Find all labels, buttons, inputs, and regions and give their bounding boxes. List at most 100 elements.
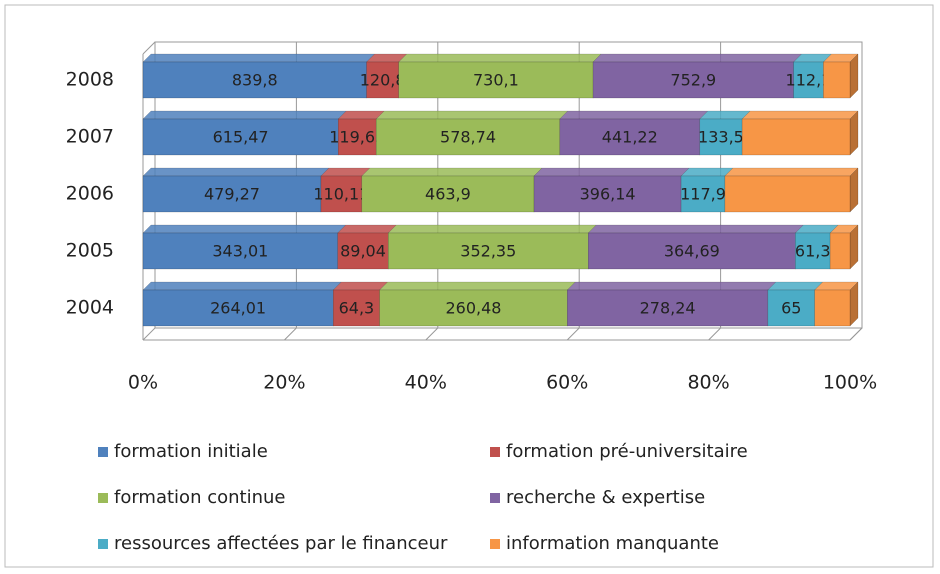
x-tick-label: 40% (405, 372, 447, 394)
legend-label: formation continue (114, 487, 285, 508)
data-label: 396,14 (580, 185, 636, 204)
data-label: 133,5 (698, 128, 744, 147)
grid-line (566, 327, 580, 341)
grid-line (849, 327, 863, 341)
data-label: 343,01 (212, 242, 268, 261)
bar (795, 232, 831, 270)
bar-top (142, 53, 376, 63)
bar (142, 61, 367, 99)
data-label: 839,8 (232, 71, 278, 90)
bar-top (592, 53, 803, 63)
legend-swatch (490, 493, 500, 503)
bar (829, 232, 851, 270)
legend-label: formation initiale (114, 441, 268, 462)
legend-swatch (98, 493, 108, 503)
bar (823, 61, 851, 99)
x-tick-label: 20% (263, 372, 305, 394)
x-tick-label: 100% (823, 372, 877, 394)
grid-line (708, 327, 721, 341)
bar-top (741, 110, 859, 120)
bar-side (849, 167, 859, 213)
bar (592, 61, 794, 99)
bar-top (767, 281, 824, 291)
bar-top (378, 281, 576, 291)
bar-top (320, 167, 371, 177)
x-tick-label: 60% (546, 372, 588, 394)
data-label: 364,69 (664, 242, 720, 261)
data-label: 264,01 (210, 299, 266, 318)
data-label: 441,22 (602, 128, 658, 147)
legend-label: formation pré-universitaire (506, 441, 748, 462)
bar (142, 118, 339, 156)
bar (320, 175, 363, 213)
bar (741, 118, 851, 156)
bar-top (142, 281, 342, 291)
data-label: 89,04 (340, 242, 386, 261)
bar-top (387, 224, 597, 234)
bar (559, 118, 701, 156)
bar (333, 289, 380, 327)
data-label: 752,9 (670, 71, 716, 90)
bar-top (142, 167, 330, 177)
grid-line (284, 327, 297, 341)
bar-top (337, 224, 397, 234)
bar-top (375, 110, 569, 120)
x-tick-label: 80% (687, 372, 729, 394)
bar (767, 289, 815, 327)
y-tick-label: 2004 (66, 297, 114, 319)
bar-top (680, 167, 734, 177)
y-tick-label: 2007 (66, 126, 114, 148)
bar (338, 118, 377, 156)
bar-side (849, 110, 859, 156)
bar (533, 175, 682, 213)
bar-side (849, 224, 859, 270)
y-tick-label: 2008 (66, 69, 114, 91)
bar (814, 289, 851, 327)
data-label: 730,1 (473, 71, 519, 90)
bar-top (398, 53, 602, 63)
legend-swatch (98, 447, 108, 457)
bar-side (849, 281, 859, 327)
left-wall (142, 41, 156, 55)
data-label: 112,1 (786, 71, 832, 90)
data-label: 463,9 (425, 185, 471, 204)
bar (361, 175, 535, 213)
data-label: 110,11 (313, 185, 369, 204)
bar (142, 289, 334, 327)
bar (724, 175, 851, 213)
legend-label: recherche & expertise (506, 487, 705, 508)
bar (379, 289, 568, 327)
data-label: 64,3 (339, 299, 375, 318)
data-label: 61,3 (795, 242, 831, 261)
bar (142, 175, 322, 213)
legend-label: ressources affectées par le financeur (114, 533, 448, 554)
bar-top (566, 281, 777, 291)
legend-swatch (490, 447, 500, 457)
bar (398, 61, 594, 99)
data-label: 120,8 (360, 71, 406, 90)
bar (388, 232, 589, 270)
bar-top (332, 281, 389, 291)
grid-line (142, 327, 156, 341)
bar (793, 61, 824, 99)
x-tick-label: 0% (128, 372, 158, 394)
legend-swatch (98, 539, 108, 549)
data-label: 352,35 (460, 242, 516, 261)
data-label: 278,24 (640, 299, 696, 318)
data-label: 615,47 (213, 128, 269, 147)
grid-line (425, 327, 439, 341)
bar-side (849, 53, 859, 99)
bar (375, 118, 561, 156)
bar (337, 232, 389, 270)
bar (680, 175, 726, 213)
bar (142, 232, 338, 270)
legend-label: information manquante (506, 533, 719, 554)
bar-top (587, 224, 804, 234)
bar-top (533, 167, 690, 177)
legend-swatch (490, 539, 500, 549)
bar-top (142, 224, 347, 234)
bar-top (724, 167, 859, 177)
data-label: 479,27 (204, 185, 260, 204)
y-tick-label: 2005 (66, 240, 114, 262)
